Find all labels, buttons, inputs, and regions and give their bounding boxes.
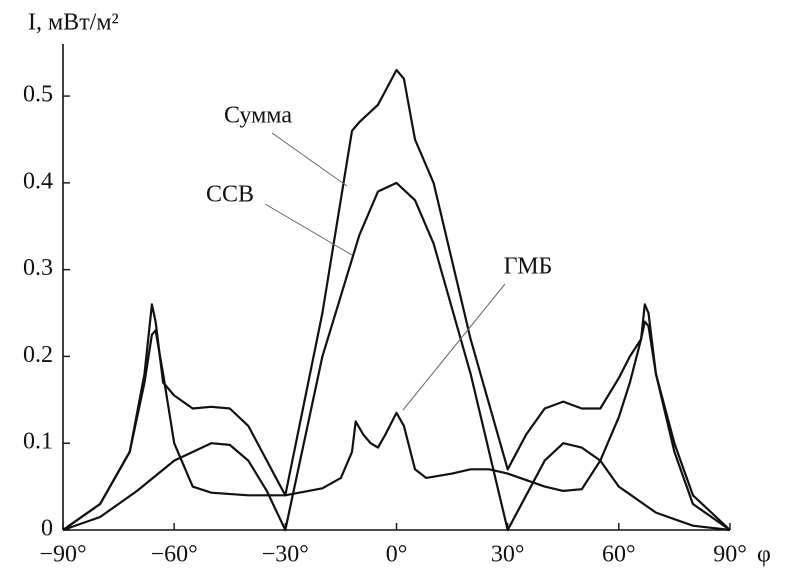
- series-line: [62, 181, 731, 532]
- series-label: ГМБ: [504, 254, 553, 280]
- x-axis-label: φ: [757, 542, 771, 568]
- y-tick-label: 0.2: [23, 342, 53, 368]
- y-tick-label: 0.5: [23, 82, 53, 108]
- y-tick-label: 0.4: [23, 168, 53, 194]
- leader-line: [271, 132, 348, 187]
- x-tick-label: −90°: [39, 542, 86, 568]
- x-tick-label: 60°: [602, 542, 636, 568]
- y-tick-label: 0.1: [23, 429, 53, 455]
- leader-line: [264, 203, 353, 256]
- leader-line: [402, 283, 506, 411]
- x-tick-label: 0°: [386, 542, 408, 568]
- x-tick-label: 30°: [491, 542, 525, 568]
- y-tick-label: 0.3: [23, 255, 53, 281]
- x-tick-label: −60°: [151, 542, 198, 568]
- series-line: [62, 320, 731, 531]
- series-line: [62, 68, 731, 531]
- x-tick-label: −30°: [262, 542, 309, 568]
- y-tick-label: 0: [41, 516, 53, 542]
- series-label: ССВ: [206, 182, 254, 208]
- y-axis-label: I, мВт/м²: [28, 10, 119, 36]
- x-tick-label: 90°: [713, 542, 747, 568]
- series-label: Сумма: [224, 103, 292, 129]
